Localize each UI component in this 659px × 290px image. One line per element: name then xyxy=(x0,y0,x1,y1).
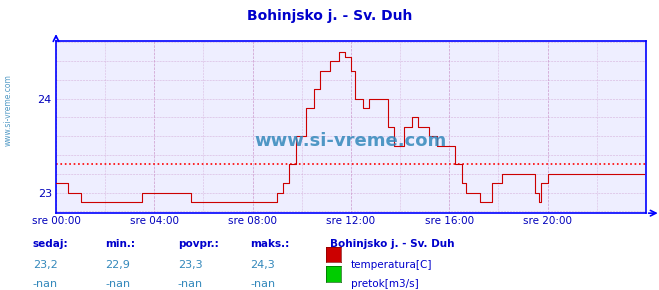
Text: 23,2: 23,2 xyxy=(33,260,58,269)
Text: 22,9: 22,9 xyxy=(105,260,130,269)
Text: -nan: -nan xyxy=(250,279,275,289)
Text: min.:: min.: xyxy=(105,239,136,249)
Text: -nan: -nan xyxy=(105,279,130,289)
Text: povpr.:: povpr.: xyxy=(178,239,219,249)
Text: pretok[m3/s]: pretok[m3/s] xyxy=(351,279,418,289)
Text: -nan: -nan xyxy=(178,279,203,289)
Text: temperatura[C]: temperatura[C] xyxy=(351,260,432,269)
Text: www.si-vreme.com: www.si-vreme.com xyxy=(255,132,447,150)
Text: Bohinjsko j. - Sv. Duh: Bohinjsko j. - Sv. Duh xyxy=(247,9,412,23)
Text: sedaj:: sedaj: xyxy=(33,239,69,249)
Text: 23,3: 23,3 xyxy=(178,260,202,269)
Text: 24,3: 24,3 xyxy=(250,260,275,269)
Text: www.si-vreme.com: www.si-vreme.com xyxy=(3,74,13,146)
Text: -nan: -nan xyxy=(33,279,58,289)
Text: Bohinjsko j. - Sv. Duh: Bohinjsko j. - Sv. Duh xyxy=(330,239,454,249)
Text: maks.:: maks.: xyxy=(250,239,290,249)
